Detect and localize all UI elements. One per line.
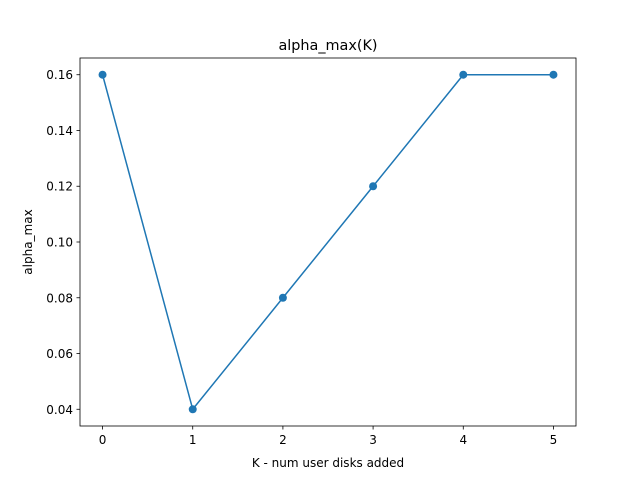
series-layer [98,70,558,414]
y-tick-label: 0.06 [46,347,73,361]
data-point [549,70,558,79]
data-point [369,182,378,191]
x-tick-label: 4 [459,433,467,447]
data-point [188,405,197,414]
x-tick-label: 3 [369,433,377,447]
x-tick-label: 2 [279,433,287,447]
y-tick-label: 0.12 [46,180,73,194]
data-point [278,293,287,302]
x-tick-label: 1 [189,433,197,447]
y-tick-label: 0.14 [46,124,73,138]
y-axis-ticks: 0.04 0.06 0.08 0.10 0.12 0.14 0.16 [46,68,80,417]
y-tick-label: 0.16 [46,68,73,82]
x-axis-ticks: 0 1 2 3 4 5 [99,426,558,447]
chart-title: alpha_max(K) [278,38,377,54]
x-tick-label: 0 [99,433,107,447]
series-line [101,73,555,411]
data-point [98,70,107,79]
y-axis-label: alpha_max [21,209,35,274]
x-tick-label: 5 [550,433,558,447]
y-tick-label: 0.04 [46,403,73,417]
data-point [459,70,468,79]
y-tick-label: 0.08 [46,291,73,305]
x-axis-label: K - num user disks added [252,456,404,470]
plot-area: 0 1 2 3 4 5 0.04 0.06 0.08 0.10 0.12 0.14 0.16 [46,57,577,447]
axes-frame [79,57,577,427]
y-tick-label: 0.10 [46,236,73,250]
